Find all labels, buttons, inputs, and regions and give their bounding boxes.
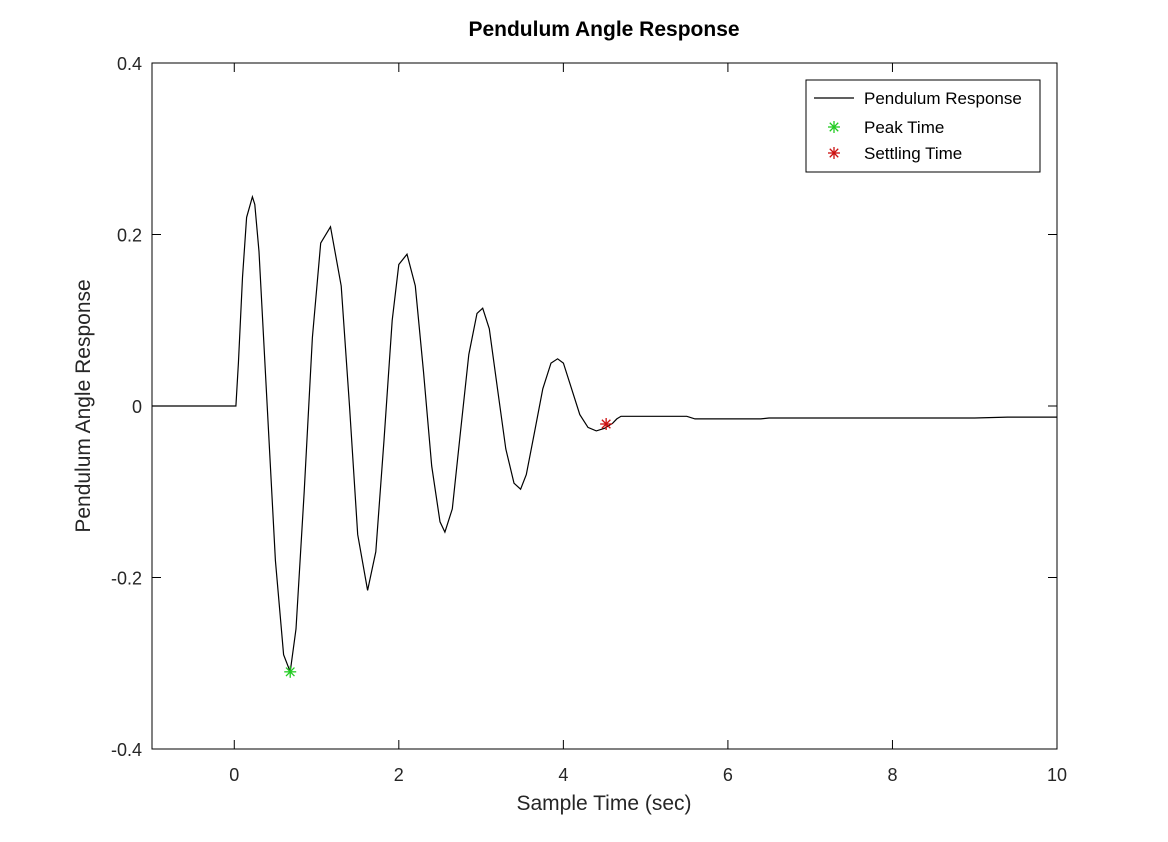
- y-tick-label: -0.2: [111, 569, 142, 589]
- legend-settling-marker: [828, 147, 840, 159]
- legend-label-pendulum-response: Pendulum Response: [864, 89, 1022, 108]
- y-tick-label: 0.2: [117, 226, 142, 246]
- chart-title: Pendulum Angle Response: [468, 18, 739, 41]
- x-tick-label: 0: [229, 765, 239, 785]
- series-line-pendulum-response: [152, 194, 1057, 673]
- plot-area: 0 2 4 6 8 10 -0.4 -0.2 0 0.2 0.4: [111, 54, 1067, 785]
- y-tick-label: -0.4: [111, 740, 142, 760]
- legend-settling-star: [828, 147, 840, 159]
- legend-label-peak-time: Peak Time: [864, 118, 944, 137]
- x-tick-label: 6: [723, 765, 733, 785]
- y-tick-label: 0: [132, 397, 142, 417]
- x-tick-label: 10: [1047, 765, 1067, 785]
- data-markers: [284, 418, 613, 678]
- y-tick-labels: -0.4 -0.2 0 0.2 0.4: [111, 54, 142, 760]
- legend-peak-star: [828, 121, 840, 133]
- legend: Pendulum Response Peak Time Settling Tim…: [805, 79, 1041, 173]
- y-axis-label: Pendulum Angle Response: [72, 279, 95, 532]
- legend-label-settling-time: Settling Time: [864, 144, 962, 163]
- peak-time-marker: [284, 665, 297, 678]
- axis-ticks: [152, 62, 1058, 750]
- x-axis-label: Sample Time (sec): [516, 792, 691, 815]
- x-tick-label: 8: [887, 765, 897, 785]
- y-tick-label: 0.4: [117, 54, 142, 74]
- legend-peak-marker: [828, 121, 840, 133]
- x-tick-label: 4: [558, 765, 568, 785]
- settling-time-marker: [600, 418, 613, 431]
- x-tick-labels: 0 2 4 6 8 10: [229, 765, 1067, 785]
- x-tick-label: 2: [394, 765, 404, 785]
- legend-box: [805, 79, 1041, 173]
- plot-frame: [151, 62, 1058, 750]
